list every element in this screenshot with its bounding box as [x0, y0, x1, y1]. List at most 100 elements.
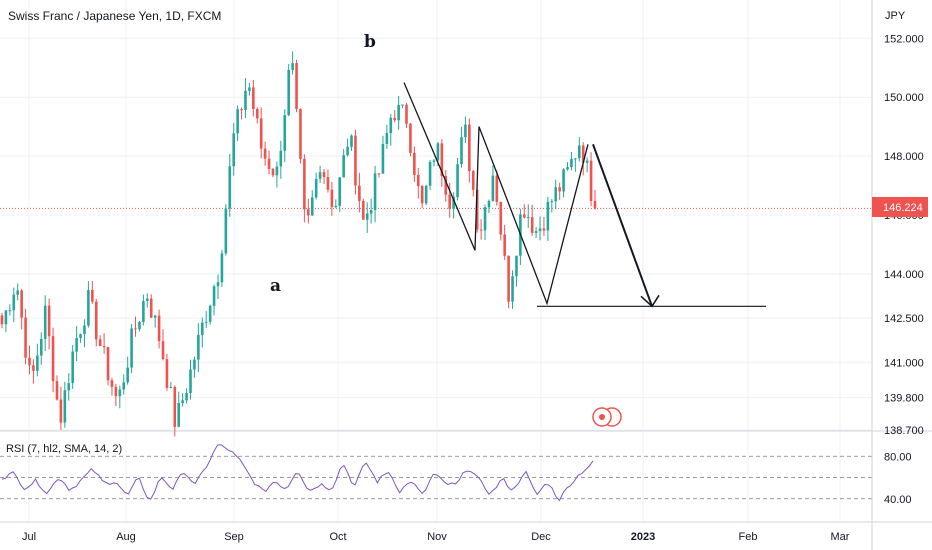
candle[interactable] [55, 375, 59, 401]
price-axis[interactable]: 152.000150.000148.000146.000144.000142.5… [871, 0, 924, 550]
candle[interactable] [43, 295, 47, 351]
candle[interactable] [523, 204, 526, 219]
candle[interactable] [464, 116, 467, 143]
candle[interactable] [460, 126, 463, 168]
candle[interactable] [165, 353, 169, 391]
candle[interactable] [295, 59, 298, 113]
candle[interactable] [228, 154, 232, 217]
candle[interactable] [491, 165, 495, 202]
candle[interactable] [291, 51, 294, 75]
candle[interactable] [350, 134, 353, 151]
candle[interactable] [381, 135, 385, 175]
candle[interactable] [416, 168, 420, 199]
candle[interactable] [91, 280, 94, 304]
candle[interactable] [181, 393, 184, 407]
candle[interactable] [373, 165, 377, 223]
candle[interactable] [263, 141, 267, 166]
candle[interactable] [130, 323, 133, 374]
candle[interactable] [299, 108, 302, 164]
candle[interactable] [149, 294, 153, 318]
candle[interactable] [106, 346, 110, 386]
candle[interactable] [448, 182, 451, 218]
candle[interactable] [307, 198, 310, 224]
candle[interactable] [102, 333, 106, 354]
candle[interactable] [530, 204, 534, 236]
candle[interactable] [4, 309, 8, 333]
candle[interactable] [259, 107, 263, 159]
candle[interactable] [526, 204, 530, 229]
candle[interactable] [326, 169, 330, 193]
candle[interactable] [401, 104, 404, 109]
candle[interactable] [318, 165, 322, 183]
candle[interactable] [468, 118, 471, 183]
candle[interactable] [322, 168, 326, 184]
candle[interactable] [503, 224, 506, 261]
candle[interactable] [369, 198, 373, 224]
rsi-pane[interactable] [0, 444, 872, 502]
candle[interactable] [365, 202, 369, 233]
candle[interactable] [534, 227, 538, 239]
candle[interactable] [283, 109, 287, 163]
candles[interactable] [0, 51, 597, 437]
candle[interactable] [185, 388, 188, 404]
candle[interactable] [16, 283, 20, 301]
candle[interactable] [428, 159, 432, 191]
candle[interactable] [581, 142, 585, 176]
candle[interactable] [377, 173, 381, 178]
candle[interactable] [248, 83, 251, 96]
candle[interactable] [75, 326, 78, 362]
candle[interactable] [24, 308, 27, 365]
candle[interactable] [424, 184, 428, 206]
candle[interactable] [566, 162, 569, 171]
candle[interactable] [397, 95, 400, 130]
candle[interactable] [471, 169, 475, 197]
candle[interactable] [126, 356, 129, 385]
candle[interactable] [385, 124, 389, 149]
candle[interactable] [32, 359, 35, 384]
candle[interactable] [51, 327, 55, 393]
candle[interactable] [271, 167, 275, 178]
candle[interactable] [138, 320, 141, 332]
candle[interactable] [193, 356, 196, 378]
candle[interactable] [440, 139, 444, 187]
candle[interactable] [153, 314, 157, 328]
candle[interactable] [142, 294, 145, 326]
candle[interactable] [420, 184, 424, 208]
candle[interactable] [161, 329, 165, 361]
candle[interactable] [94, 299, 98, 347]
candle[interactable] [444, 169, 448, 202]
candle[interactable] [570, 151, 573, 171]
candle[interactable] [574, 158, 577, 172]
candle[interactable] [87, 281, 90, 328]
candle[interactable] [346, 138, 349, 157]
candle[interactable] [303, 154, 306, 223]
candle[interactable] [236, 105, 239, 142]
candle[interactable] [499, 201, 503, 241]
candle[interactable] [577, 137, 581, 162]
candle[interactable] [252, 80, 255, 117]
candle[interactable] [146, 293, 149, 308]
candle[interactable] [409, 123, 412, 157]
candle[interactable] [71, 344, 74, 389]
candle[interactable] [63, 381, 67, 428]
candle[interactable] [208, 304, 212, 325]
candle[interactable] [358, 172, 361, 213]
candle[interactable] [200, 317, 204, 348]
candle[interactable] [134, 316, 137, 337]
candle[interactable] [204, 311, 208, 329]
candle[interactable] [554, 179, 558, 210]
candle[interactable] [118, 385, 122, 409]
candle[interactable] [538, 216, 542, 241]
candle[interactable] [224, 204, 228, 256]
candle[interactable] [507, 255, 510, 309]
candle[interactable] [47, 298, 51, 350]
candle[interactable] [334, 199, 338, 209]
candle[interactable] [511, 270, 514, 310]
drawings[interactable] [403, 82, 766, 308]
candle[interactable] [593, 189, 597, 210]
candle[interactable] [122, 374, 126, 395]
candle[interactable] [177, 391, 181, 428]
candle[interactable] [287, 64, 290, 117]
candle[interactable] [361, 198, 365, 220]
candle[interactable] [405, 102, 408, 129]
